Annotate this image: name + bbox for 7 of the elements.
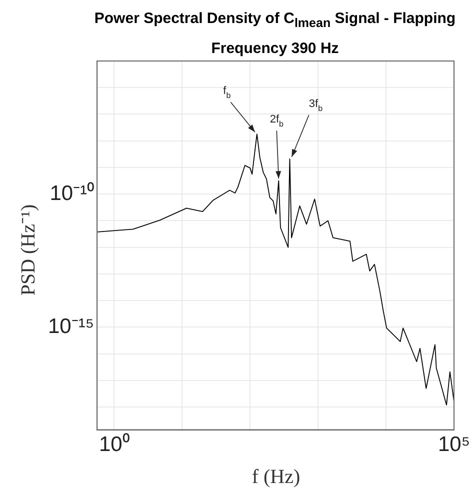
x-axis-title: f (Hz) xyxy=(252,466,300,489)
x-tick-label: 10⁰ xyxy=(98,433,130,456)
y-tick-label: 10⁻¹⁵ xyxy=(48,315,94,338)
chart-title: Power Spectral Density of C$_{lmean}$ Signal - Flapping Frequency 390 Hz xyxy=(93,9,457,59)
x-tick-label: 10⁵ xyxy=(438,433,470,456)
y-tick-label: 10⁻¹⁰ xyxy=(50,182,94,205)
y-axis-title: PSD (Hz⁻¹) xyxy=(16,204,40,296)
